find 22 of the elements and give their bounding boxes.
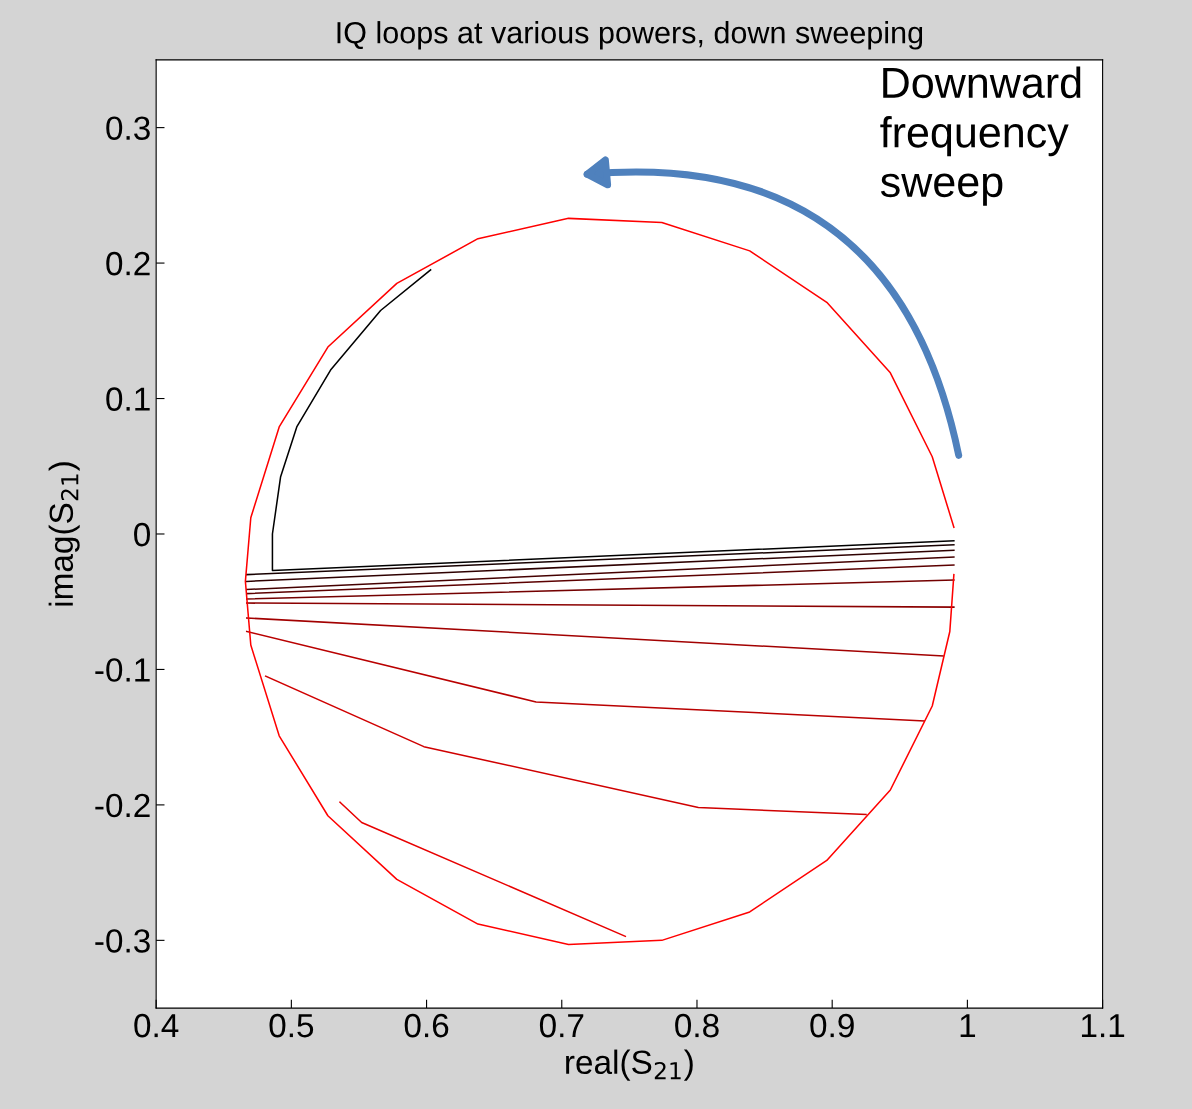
y-tick-label: 0.2	[106, 251, 150, 276]
x-tick-label: 0.6	[404, 1013, 449, 1038]
x-tick-label: 0.4	[134, 1013, 179, 1038]
y-axis-title: imag(S$_{21}$)	[48, 462, 80, 606]
x-tick-label: 0.9	[810, 1013, 854, 1038]
y-tick-label: 0.1	[106, 387, 150, 411]
line-series	[264, 675, 867, 816]
y-tick-label: 0	[134, 522, 150, 547]
line-series	[271, 269, 955, 572]
y-tick-label: -0.3	[95, 929, 150, 953]
y-tick-label: -0.2	[95, 793, 150, 818]
annotation: Downward frequency sweep	[880, 66, 1081, 206]
x-tick-label: 1	[960, 1014, 976, 1038]
line-series	[244, 217, 955, 946]
x-tick-label: 0.8	[675, 1013, 719, 1038]
x-tick-label: 0.5	[269, 1013, 314, 1038]
y-tick-label: -0.1	[95, 658, 150, 682]
y-tick-label: 0.3	[106, 116, 150, 141]
x-axis-title: real(S$_{21}$)	[566, 1049, 693, 1081]
chart-title: IQ loops at various powers, down sweeping	[337, 21, 923, 50]
x-tick-label: 1.1	[1081, 1014, 1125, 1038]
x-tick-label: 0.7	[539, 1013, 584, 1038]
